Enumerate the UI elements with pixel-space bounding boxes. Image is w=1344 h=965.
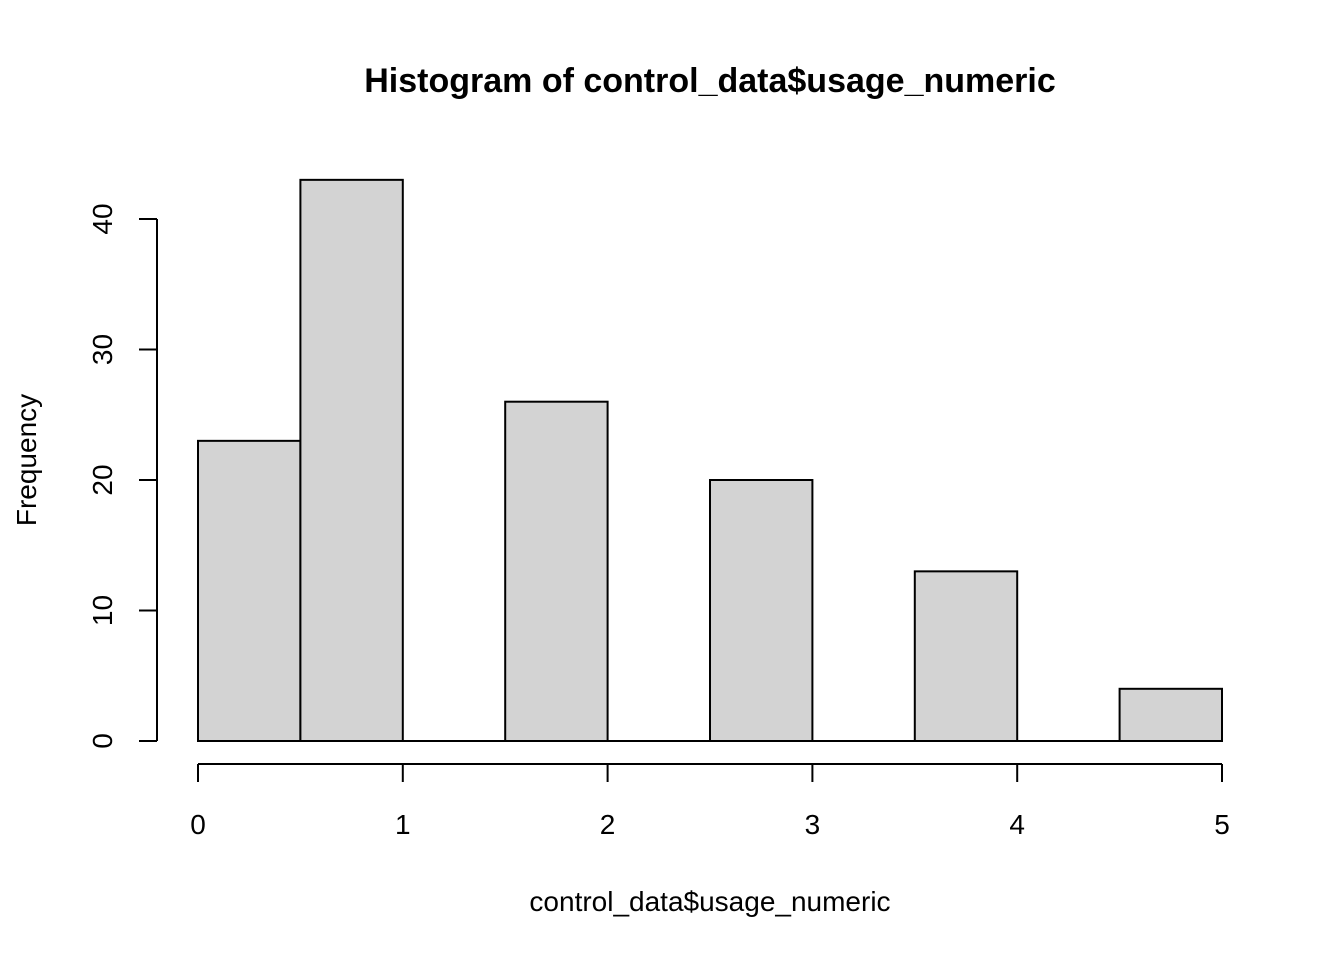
x-tick-label: 3 <box>805 809 821 840</box>
x-tick-label: 5 <box>1214 809 1230 840</box>
x-tick-label: 1 <box>395 809 411 840</box>
y-tick-label: 0 <box>87 733 118 749</box>
y-tick-label: 10 <box>87 595 118 626</box>
histogram-bar-0 <box>197 439 302 742</box>
histogram-bar-7 <box>913 570 1019 742</box>
y-tick-label: 20 <box>87 464 118 495</box>
histogram-bar-1 <box>299 178 404 743</box>
y-tick-label: 40 <box>87 203 118 234</box>
x-tick-label: 4 <box>1009 809 1025 840</box>
histogram-bar-5 <box>709 479 814 742</box>
x-tick-label: 0 <box>190 809 206 840</box>
x-axis-label: control_data$usage_numeric <box>529 886 890 917</box>
chart-title: Histogram of control_data$usage_numeric <box>364 62 1056 100</box>
y-tick-label: 30 <box>87 334 118 365</box>
y-axis: 0 10 20 30 40 <box>87 203 158 749</box>
x-axis: 0 1 2 3 4 5 <box>190 763 1230 840</box>
bars-layer <box>197 178 1223 743</box>
histogram-bar-9 <box>1118 687 1223 742</box>
histogram-bar-3 <box>504 400 609 742</box>
y-axis-label: Frequency <box>11 394 42 526</box>
x-tick-label: 2 <box>600 809 616 840</box>
